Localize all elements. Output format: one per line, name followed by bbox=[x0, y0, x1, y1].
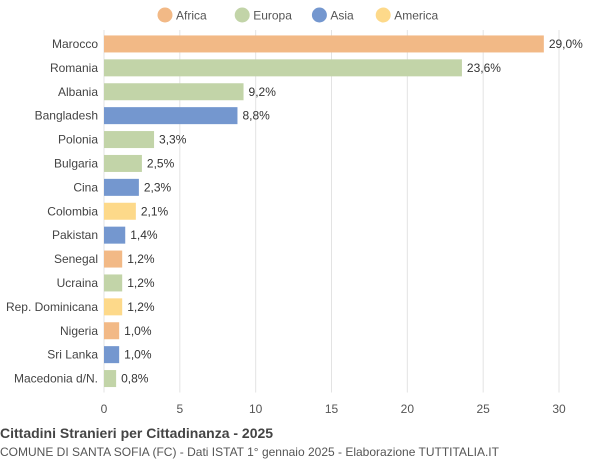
value-label: 1,0% bbox=[124, 324, 152, 338]
legend-item-america: America bbox=[375, 7, 439, 23]
category-label: Pakistan bbox=[52, 228, 98, 242]
legend-item-asia: Asia bbox=[311, 7, 354, 23]
bar-polonia bbox=[104, 131, 155, 149]
bar-marocco bbox=[104, 35, 544, 53]
x-tick-label: 30 bbox=[552, 402, 566, 416]
category-label: Ucraina bbox=[57, 276, 99, 290]
value-label: 2,5% bbox=[147, 156, 175, 170]
x-tick-label: 15 bbox=[325, 402, 339, 416]
legend-item-africa: Africa bbox=[157, 7, 207, 23]
value-label: 8,8% bbox=[242, 109, 270, 123]
x-tick-label: 5 bbox=[176, 402, 183, 416]
value-label: 1,4% bbox=[130, 228, 158, 242]
value-label: 0,8% bbox=[121, 372, 149, 386]
value-label: 1,2% bbox=[127, 300, 155, 314]
chart-bars bbox=[104, 35, 544, 388]
category-label: Nigeria bbox=[60, 324, 98, 338]
bar-colombia bbox=[104, 202, 136, 220]
legend-item-europa: Europa bbox=[234, 7, 292, 23]
legend-label: America bbox=[394, 9, 438, 23]
legend-label: Asia bbox=[330, 9, 354, 23]
value-labels: 29,0% 23,6% 9,2% 8,8% 3,3% 2,5% 2,3% 2,1% 1,4% 1,… bbox=[121, 37, 583, 386]
bar-macedonia-d-n- bbox=[104, 370, 117, 388]
bar-pakistan bbox=[104, 226, 126, 244]
value-label: 23,6% bbox=[467, 61, 501, 75]
value-label: 1,0% bbox=[124, 348, 152, 362]
bar-ucraina bbox=[104, 274, 123, 292]
category-label: Rep. Dominicana bbox=[6, 300, 98, 314]
bar-bulgaria bbox=[104, 154, 142, 172]
bar-senegal bbox=[104, 250, 123, 268]
bar-romania bbox=[104, 59, 462, 77]
x-tick-label: 0 bbox=[101, 402, 108, 416]
legend-label: Africa bbox=[176, 9, 207, 23]
value-label: 2,1% bbox=[141, 204, 169, 218]
category-label: Bangladesh bbox=[35, 109, 98, 123]
legend-swatch bbox=[157, 7, 173, 23]
bar-bangladesh bbox=[104, 107, 238, 125]
category-label: Sri Lanka bbox=[47, 348, 98, 362]
value-label: 1,2% bbox=[127, 276, 155, 290]
category-label: Senegal bbox=[54, 252, 98, 266]
x-tick-label: 25 bbox=[476, 402, 490, 416]
category-label: Colombia bbox=[47, 204, 98, 218]
bar-cina bbox=[104, 178, 139, 196]
legend-swatch bbox=[234, 7, 250, 23]
category-label: Marocco bbox=[52, 37, 98, 51]
legend-label: Europa bbox=[253, 9, 292, 23]
chart-subtitle: COMUNE DI SANTA SOFIA (FC) - Dati ISTAT … bbox=[0, 445, 499, 459]
chart-legend: Africa Europa Asia America bbox=[157, 7, 439, 23]
x-axis-ticks: 0 5 10 15 20 25 30 bbox=[101, 402, 566, 416]
bar-rep-dominicana bbox=[104, 298, 123, 316]
bar-chart: Africa Europa Asia America Marocco Romania Al… bbox=[6, 7, 583, 416]
legend-swatch bbox=[311, 7, 327, 23]
value-label: 29,0% bbox=[549, 37, 583, 51]
value-label: 9,2% bbox=[249, 85, 277, 99]
category-label: Albania bbox=[58, 85, 98, 99]
value-label: 1,2% bbox=[127, 252, 155, 266]
legend-swatch bbox=[375, 7, 391, 23]
value-label: 3,3% bbox=[159, 133, 187, 147]
category-label: Macedonia d/N. bbox=[14, 372, 98, 386]
x-tick-label: 20 bbox=[401, 402, 415, 416]
category-label: Bulgaria bbox=[54, 156, 98, 170]
bar-nigeria bbox=[104, 322, 120, 340]
bar-sri-lanka bbox=[104, 346, 120, 364]
category-label: Romania bbox=[50, 61, 98, 75]
bar-albania bbox=[104, 83, 244, 101]
chart-title: Cittadini Stranieri per Cittadinanza - 2… bbox=[0, 425, 274, 441]
x-tick-label: 10 bbox=[249, 402, 263, 416]
category-label: Polonia bbox=[58, 133, 98, 147]
value-label: 2,3% bbox=[144, 180, 172, 194]
category-labels: Marocco Romania Albania Bangladesh Polonia Bu… bbox=[6, 37, 98, 386]
category-label: Cina bbox=[73, 180, 98, 194]
